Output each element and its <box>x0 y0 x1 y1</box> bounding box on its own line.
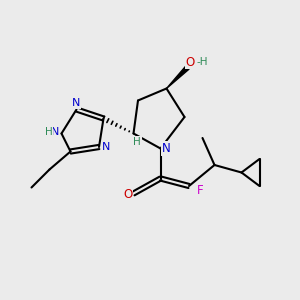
Text: O: O <box>185 56 194 69</box>
Text: F: F <box>197 184 204 197</box>
Text: N: N <box>72 98 80 108</box>
Text: N: N <box>51 127 59 137</box>
Text: H: H <box>133 137 141 147</box>
Text: N: N <box>161 142 170 155</box>
Text: H: H <box>45 127 53 137</box>
Text: -H: -H <box>196 57 208 67</box>
Polygon shape <box>167 66 189 88</box>
Text: O: O <box>124 188 133 202</box>
Text: N: N <box>101 142 110 152</box>
